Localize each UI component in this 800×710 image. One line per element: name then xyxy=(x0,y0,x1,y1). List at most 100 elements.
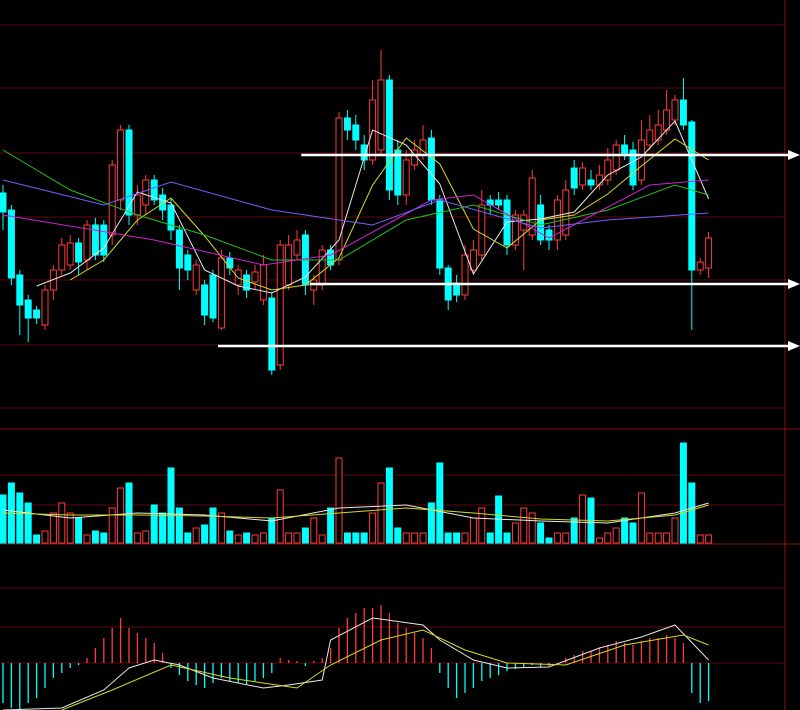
volume-bar xyxy=(478,507,486,544)
candle-body xyxy=(579,167,587,186)
candle-body xyxy=(612,144,620,171)
indicator-line xyxy=(2,617,709,710)
volume-bar xyxy=(192,527,200,544)
candle-body xyxy=(352,124,360,141)
candle-body xyxy=(285,244,293,286)
candle-body xyxy=(33,309,41,319)
volume-bar xyxy=(469,517,477,544)
volume-bar xyxy=(234,534,242,544)
candle-body xyxy=(553,199,561,241)
volume-bar xyxy=(33,534,41,544)
candle-body xyxy=(91,224,99,256)
candle-body xyxy=(16,274,24,306)
volume-bar xyxy=(545,537,553,544)
volume-bar xyxy=(335,457,343,544)
volume-bar xyxy=(503,532,511,544)
volume-bar xyxy=(394,527,402,544)
candle-body xyxy=(117,129,125,201)
volume-bar xyxy=(75,517,83,544)
candle-body xyxy=(58,244,66,271)
candle-body xyxy=(436,199,444,269)
volume-bar xyxy=(226,530,234,544)
indicator-line xyxy=(36,120,710,294)
candle-body xyxy=(621,144,629,156)
volume-bar xyxy=(243,532,251,544)
candle-body xyxy=(385,79,393,191)
volume-bar xyxy=(0,494,7,544)
candle-body xyxy=(461,254,469,296)
candle-body xyxy=(394,149,402,196)
candle-body xyxy=(175,229,183,269)
candle-body xyxy=(595,174,603,186)
volume-bar xyxy=(259,532,267,544)
candle-body xyxy=(696,261,704,271)
level-arrow xyxy=(788,341,800,351)
volume-bar xyxy=(276,489,284,544)
candle-body xyxy=(646,129,654,146)
candle-body xyxy=(24,299,32,319)
level-arrow xyxy=(788,150,800,160)
volume-bar xyxy=(595,537,603,544)
candle-body xyxy=(637,139,645,181)
volume-bar xyxy=(133,532,141,544)
candle-body xyxy=(41,289,49,326)
candle-body xyxy=(7,209,15,279)
candle-body xyxy=(75,242,83,263)
volume-bar xyxy=(360,532,368,544)
volume-bar xyxy=(705,534,713,544)
candle-body xyxy=(604,159,612,181)
candle-body xyxy=(402,159,410,196)
candle-body xyxy=(0,192,7,213)
volume-bar xyxy=(318,534,326,544)
candle-body xyxy=(478,204,486,256)
volume-bar xyxy=(159,512,167,544)
candle-body xyxy=(167,204,175,231)
volume-bar xyxy=(646,532,654,544)
candle-body xyxy=(83,224,91,261)
volume-bar xyxy=(16,492,24,544)
candle-body xyxy=(66,242,74,266)
candle-body xyxy=(259,264,267,301)
candle-body xyxy=(570,167,578,189)
candle-body xyxy=(293,239,301,256)
volume-bar xyxy=(537,522,545,544)
volume-bar xyxy=(285,532,293,544)
candle-body xyxy=(495,199,503,206)
volume-bar xyxy=(654,532,662,544)
volume-bar xyxy=(629,522,637,544)
level-arrow xyxy=(788,279,800,289)
candle-body xyxy=(654,124,662,141)
candle-body xyxy=(469,249,477,271)
volume-bar xyxy=(293,532,301,544)
volume-bar xyxy=(251,534,259,544)
volume-bar xyxy=(411,532,419,544)
volume-bar xyxy=(528,512,536,544)
volume-bar xyxy=(520,507,528,544)
volume-bar xyxy=(562,532,570,544)
volume-bar xyxy=(486,532,494,544)
volume-bar xyxy=(612,527,620,544)
volume-bar xyxy=(167,467,175,544)
candle-body xyxy=(705,237,713,269)
volume-bar xyxy=(453,532,461,544)
volume-bar xyxy=(570,517,578,544)
volume-bar xyxy=(209,507,217,544)
indicator-line xyxy=(2,502,709,524)
volume-bar xyxy=(24,502,32,544)
candle-body xyxy=(217,257,225,329)
volume-bar xyxy=(377,482,385,544)
volume-bar xyxy=(268,517,276,544)
volume-bar xyxy=(369,512,377,544)
volume-bar xyxy=(671,517,679,544)
candle-body xyxy=(192,264,200,291)
volume-bar xyxy=(352,532,360,544)
candle-body xyxy=(377,79,385,151)
candle-body xyxy=(142,179,150,206)
volume-bar xyxy=(310,517,318,544)
volume-bar xyxy=(444,532,452,544)
candle-body xyxy=(159,194,167,211)
candle-body xyxy=(562,189,570,236)
volume-bar xyxy=(511,522,519,544)
candle-body xyxy=(663,109,671,131)
